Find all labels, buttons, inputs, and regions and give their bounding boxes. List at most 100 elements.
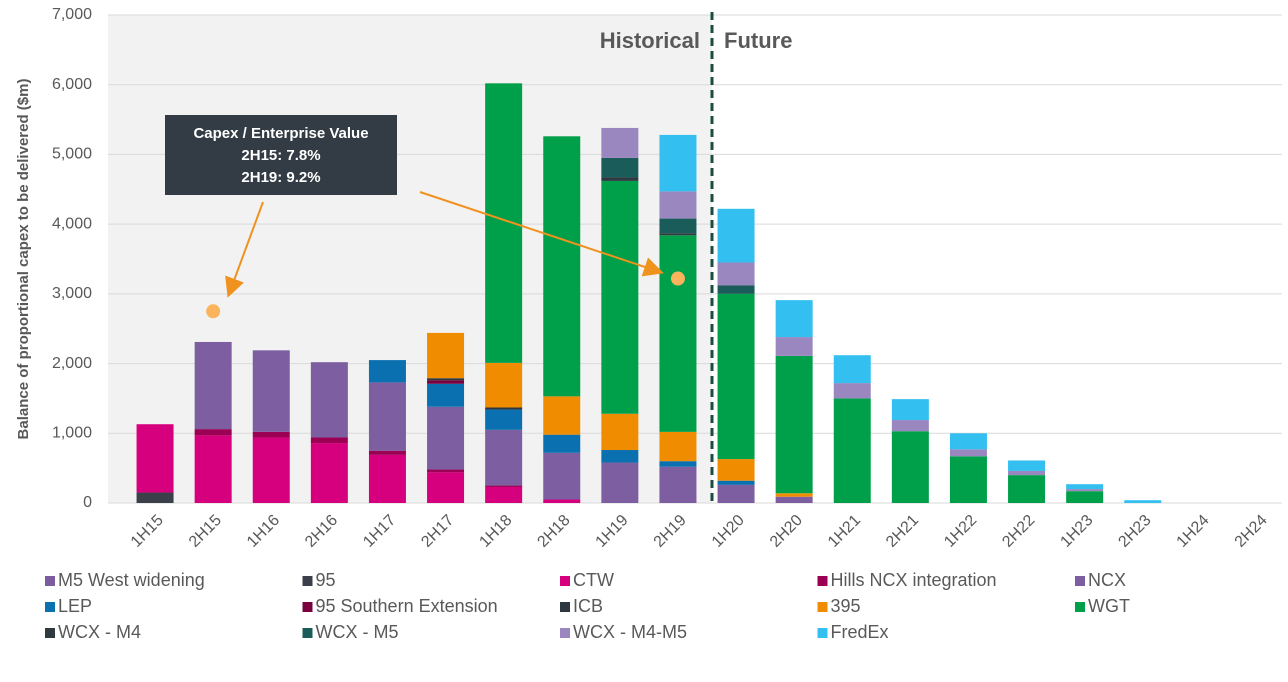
x-tick-label: 1H20 <box>709 512 748 551</box>
bar-segment <box>717 293 755 460</box>
x-tick-label: 2H20 <box>767 512 806 551</box>
x-tick-label: 2H23 <box>1115 512 1154 551</box>
bar-segment <box>136 492 174 503</box>
annotation-text: Capex / Enterprise Value <box>193 125 368 142</box>
legend-label: WCX - M5 <box>316 622 399 642</box>
x-tick-label: 2H18 <box>534 512 573 551</box>
bar-segment <box>485 409 523 430</box>
bar-segment <box>775 493 813 497</box>
bar-segment <box>1124 500 1162 503</box>
bar-segment <box>543 499 581 503</box>
legend-label: FredEx <box>831 622 889 642</box>
x-tick-label: 1H17 <box>360 512 399 551</box>
bar-segment <box>252 437 290 503</box>
bar-segment <box>427 472 465 503</box>
y-tick-label: 7,000 <box>52 6 92 23</box>
bar-segment <box>1008 470 1046 476</box>
bar-segment <box>659 191 697 219</box>
legend-label: WCX - M4-M5 <box>573 622 687 642</box>
bar-segment <box>485 429 523 486</box>
bar-segment <box>427 332 465 379</box>
legend-swatch <box>817 628 828 638</box>
legend-swatch <box>1075 576 1085 586</box>
bar-segment <box>368 450 406 455</box>
ratio-point <box>206 304 221 319</box>
legend-label: 395 <box>831 596 861 616</box>
y-tick-label: 4,000 <box>52 215 92 232</box>
bar-segment <box>891 420 929 432</box>
bar-segment <box>775 355 813 494</box>
x-tick-label: 2H19 <box>651 512 690 551</box>
annotation-text: 2H19: 9.2% <box>241 169 320 186</box>
legend-swatch <box>302 628 313 638</box>
x-tick-label: 2H17 <box>418 512 457 551</box>
bar-segment <box>717 285 755 294</box>
bar-segment <box>543 396 581 435</box>
x-tick-label: 2H16 <box>302 512 341 551</box>
legend-label: Hills NCX integration <box>831 570 997 590</box>
bar-segment <box>717 208 755 263</box>
y-tick-label: 5,000 <box>52 146 92 163</box>
legend-swatch <box>817 576 828 586</box>
bar-segment <box>601 177 639 181</box>
bar-segment <box>194 429 232 436</box>
bar-segment <box>659 431 697 462</box>
bar-segment <box>252 431 290 438</box>
bar-segment <box>1066 489 1104 492</box>
legend-label: M5 West widening <box>58 570 205 590</box>
x-tick-label: 1H21 <box>825 512 864 551</box>
legend-swatch <box>1075 602 1085 612</box>
x-tick-label: 2H24 <box>1232 512 1271 551</box>
bar-segment <box>368 382 406 451</box>
x-tick-label: 2H22 <box>999 512 1038 551</box>
bar-segment <box>717 480 755 485</box>
bar-segment <box>485 407 523 410</box>
annotation-text: 2H15: 7.8% <box>241 147 320 164</box>
bar-segment <box>427 383 465 407</box>
bar-segment <box>194 435 232 503</box>
legend-swatch <box>560 602 570 612</box>
bar-segment <box>368 360 406 383</box>
bar-segment <box>427 406 465 470</box>
bar-segment <box>427 380 465 384</box>
bar-segment <box>310 443 348 503</box>
annotation-arrow <box>419 191 664 277</box>
legend-label: ICB <box>573 596 603 616</box>
bar-segment <box>659 233 697 236</box>
bar-segment <box>601 157 639 178</box>
bar-segment <box>891 431 929 503</box>
bar-segment <box>252 350 290 432</box>
period-label: Historical <box>600 28 700 53</box>
bar-segment <box>1066 484 1104 490</box>
bar-segment <box>368 454 406 503</box>
bar-segment <box>543 434 581 453</box>
x-tick-label: 2H21 <box>883 512 922 551</box>
bar-segment <box>427 378 465 381</box>
bar-segment <box>775 300 813 338</box>
bar-segment <box>601 450 639 463</box>
x-tick-label: 1H15 <box>128 512 167 551</box>
bar-segment <box>485 83 523 363</box>
legend-swatch <box>560 576 570 586</box>
legend-label: NCX <box>1088 570 1126 590</box>
bar-segment <box>194 341 232 430</box>
legend-label: WCX - M4 <box>58 622 141 642</box>
legend-swatch <box>817 602 828 612</box>
bar-segment <box>1066 491 1104 503</box>
y-tick-label: 6,000 <box>52 76 92 93</box>
bar-segment <box>659 134 697 192</box>
bar-segment <box>659 218 697 234</box>
bar-segment <box>833 383 871 399</box>
bar-segment <box>775 496 813 503</box>
x-tick-label: 1H18 <box>476 512 515 551</box>
bar-segment <box>136 424 174 493</box>
x-tick-label: 1H16 <box>244 512 283 551</box>
y-tick-label: 0 <box>83 494 92 511</box>
bar-segment <box>949 433 987 450</box>
bar-segment <box>427 469 465 473</box>
bar-segment <box>659 235 697 432</box>
bar-segment <box>717 262 755 286</box>
bar-segment <box>485 362 523 408</box>
legend-swatch <box>560 628 570 638</box>
